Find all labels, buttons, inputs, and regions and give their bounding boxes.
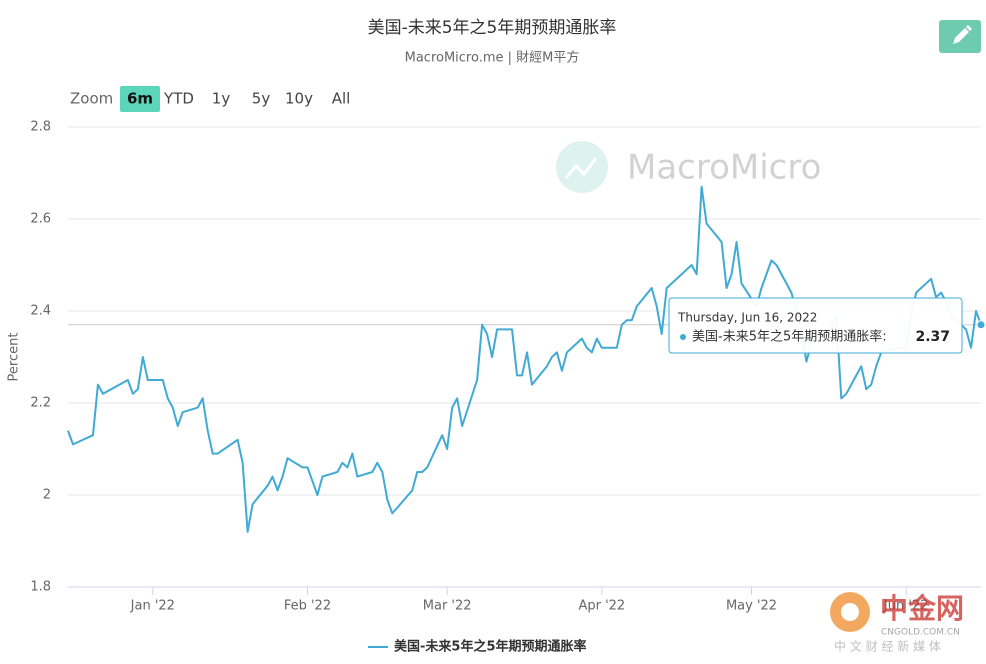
x-tick-label: May '22 — [726, 599, 777, 614]
y-tick-label: 2.4 — [30, 304, 51, 319]
watermark-logo-line — [564, 157, 598, 179]
range-button-label[interactable]: 5y — [252, 90, 271, 108]
range-button-label[interactable]: 1y — [212, 90, 231, 108]
chart-title: 美国-未来5年之5年期预期通胀率 — [368, 18, 617, 38]
x-tick-label: Jan '22 — [130, 599, 175, 614]
range-button-label[interactable]: 10y — [285, 90, 313, 108]
tooltip-box — [668, 297, 963, 354]
cngold-logo-inner — [841, 603, 859, 621]
zoom-label: Zoom — [70, 90, 113, 108]
y-tick-label: 2 — [43, 488, 51, 503]
tooltip: Thursday, Jun 16, 2022 美国-未来5年之5年期预期通胀率: 2… — [668, 297, 963, 354]
x-tick-label: Jun '22 — [883, 599, 929, 614]
x-tick-label: Apr '22 — [578, 599, 625, 614]
tooltip-value: 2.37 — [915, 329, 950, 345]
tooltip-header: Thursday, Jun 16, 2022 — [677, 311, 817, 325]
cngold-slogan: 中 文 财 经 新 媒 体 — [834, 639, 941, 654]
hover-marker — [976, 320, 986, 330]
cngold-watermark: 中金网 CNGOLD.COM.CN 中 文 财 经 新 媒 体 — [830, 592, 964, 654]
range-button-label[interactable]: YTD — [163, 90, 194, 108]
legend-label[interactable]: 美国-未来5年之5年期预期通胀率 — [394, 639, 587, 655]
range-button-label[interactable]: All — [332, 90, 351, 108]
tooltip-bullet — [680, 334, 686, 340]
macromicro-watermark: MacroMicro — [556, 141, 821, 193]
range-selector: 6m YTD 1y 5y 10y All — [120, 86, 351, 112]
x-tick-label: Mar '22 — [423, 599, 472, 614]
edit-button[interactable] — [939, 20, 981, 53]
cngold-domain: CNGOLD.COM.CN — [881, 628, 960, 638]
x-tick-label: Feb '22 — [284, 599, 331, 614]
legend: 美国-未来5年之5年期预期通胀率 — [368, 639, 587, 655]
cngold-name: 中金网 — [880, 592, 964, 625]
y-axis-label: Percent — [7, 333, 22, 382]
y-tick-label: 2.8 — [30, 120, 51, 135]
watermark-text: MacroMicro — [627, 148, 821, 188]
range-button-label[interactable]: 6m — [127, 90, 153, 108]
pencil-icon — [953, 25, 972, 44]
chart-subtitle: MacroMicro.me | 財經M平方 — [405, 50, 580, 66]
tooltip-label: 美国-未来5年之5年期预期通胀率: — [692, 329, 887, 345]
range-button[interactable] — [120, 86, 160, 112]
watermark-logo — [556, 141, 608, 193]
y-tick-label: 1.8 — [30, 580, 51, 595]
y-tick-label: 2.2 — [30, 396, 51, 411]
y-tick-label: 2.6 — [30, 212, 51, 227]
